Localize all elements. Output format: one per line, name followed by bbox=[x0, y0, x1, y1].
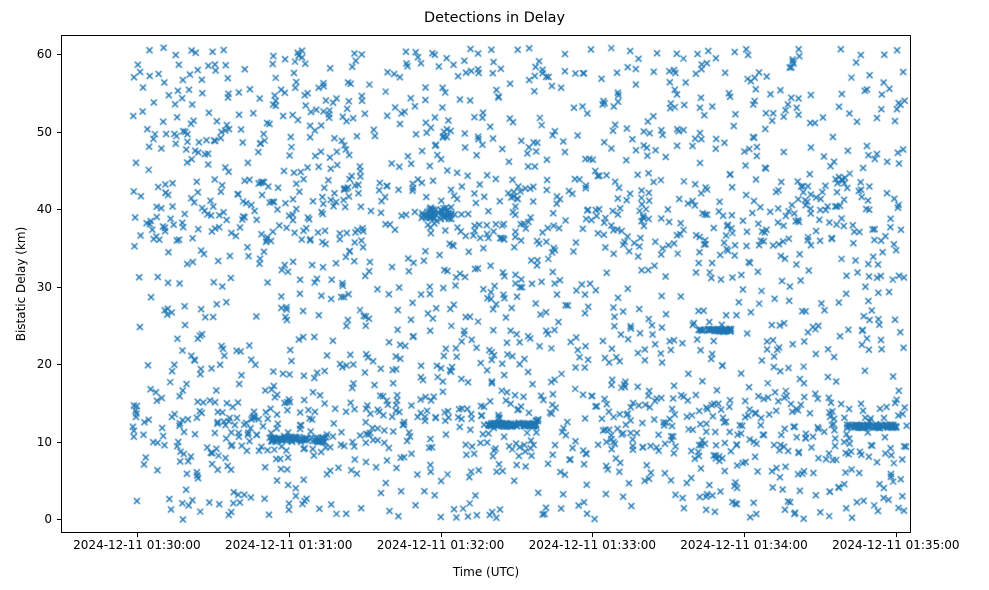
y-tick-mark bbox=[57, 54, 61, 56]
x-tick-mark bbox=[288, 533, 290, 537]
x-tick-mark bbox=[136, 533, 138, 537]
x-tick-mark bbox=[744, 533, 745, 537]
y-tick-mark bbox=[57, 131, 61, 133]
x-tick-label: 2024-12-11 01:35:00 bbox=[832, 538, 960, 552]
y-axis-label: Bistatic Delay (km) bbox=[14, 226, 28, 342]
y-tick-label: 50 bbox=[36, 124, 52, 139]
x-tick-label: 2024-12-11 01:34:00 bbox=[680, 538, 808, 552]
x-tick-label: 2024-12-11 01:31:00 bbox=[224, 538, 353, 552]
y-tick-mark bbox=[57, 364, 61, 366]
x-tick-mark bbox=[440, 533, 442, 537]
y-tick-label: 20 bbox=[36, 357, 52, 372]
y-tick-label: 30 bbox=[36, 279, 52, 294]
x-tick-label: 2024-12-11 01:33:00 bbox=[528, 538, 657, 552]
x-tick-mark bbox=[895, 533, 897, 537]
y-tick-label: 60 bbox=[36, 47, 52, 62]
y-tick-label: 10 bbox=[36, 434, 52, 449]
scatter-plot-canvas bbox=[62, 36, 910, 532]
y-tick-label: 0 bbox=[44, 512, 52, 527]
plot-area bbox=[61, 35, 911, 533]
y-tick-mark bbox=[57, 209, 61, 211]
y-tick-label: 40 bbox=[36, 202, 52, 217]
y-tick-mark bbox=[57, 441, 61, 443]
y-tick-mark bbox=[57, 286, 61, 288]
y-tick-mark bbox=[57, 519, 61, 521]
x-tick-label: 2024-12-11 01:30:00 bbox=[73, 538, 201, 552]
x-tick-mark bbox=[592, 533, 594, 537]
page-title: Detections in Delay bbox=[424, 10, 565, 26]
x-tick-label: 2024-12-11 01:32:00 bbox=[376, 538, 505, 552]
x-axis-label: Time (UTC) bbox=[452, 565, 520, 579]
